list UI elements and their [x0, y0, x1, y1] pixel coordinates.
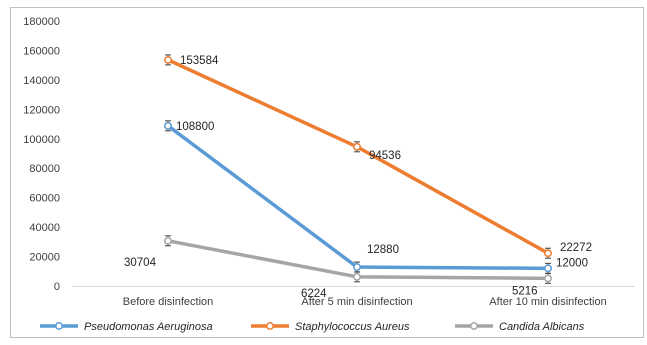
- data-label: 6224: [301, 288, 327, 300]
- chart-border: [10, 7, 644, 338]
- series-lines: [164, 54, 552, 284]
- data-point: [544, 264, 552, 273]
- series-2: [164, 235, 552, 284]
- data-label: 5216: [512, 285, 538, 297]
- y-tick-label: 80000: [29, 163, 60, 175]
- y-tick-label: 120000: [23, 104, 60, 116]
- data-point: [544, 274, 552, 283]
- x-tick-label: After 5 min disinfection: [301, 296, 412, 308]
- legend-marker: [55, 322, 63, 330]
- legend-label: Candida Albicans: [499, 321, 585, 333]
- y-tick-label: 160000: [23, 45, 60, 57]
- legend-marker: [470, 322, 478, 330]
- series-1: [164, 54, 552, 259]
- x-tick-label: After 10 min disinfection: [489, 296, 606, 308]
- data-label: 94536: [369, 150, 401, 162]
- data-point: [544, 249, 552, 258]
- data-point: [164, 121, 172, 130]
- x-axis-labels: Before disinfection After 5 min disinfect…: [123, 296, 607, 308]
- y-tick-label: 140000: [23, 75, 60, 87]
- data-label: 12880: [367, 244, 399, 256]
- data-point: [164, 236, 172, 245]
- data-labels: 108800 12880 12000 153584 94536 22272 30704 622…: [124, 55, 592, 300]
- legend-item: Staphylococcus Aureus: [251, 321, 410, 333]
- legend-label: Staphylococcus Aureus: [295, 321, 410, 333]
- data-label: 108800: [176, 121, 214, 133]
- y-tick-label: 180000: [23, 16, 60, 28]
- data-label: 30704: [124, 257, 157, 269]
- data-label: 22272: [560, 242, 592, 254]
- legend-item: Pseudomonas Aeruginosa: [40, 321, 213, 333]
- data-label: 12000: [556, 257, 588, 269]
- data-point: [164, 55, 172, 64]
- y-tick-label: 20000: [29, 252, 60, 264]
- y-tick-label: 100000: [23, 134, 60, 146]
- y-tick-label: 0: [54, 281, 60, 293]
- x-tick-label: Before disinfection: [123, 296, 214, 308]
- data-point: [353, 263, 361, 271]
- y-tick-label: 40000: [29, 222, 60, 234]
- series-0: [164, 120, 552, 274]
- data-label: 153584: [180, 55, 219, 67]
- data-point: [353, 142, 361, 151]
- legend-item: Candida Albicans: [455, 321, 585, 333]
- data-point: [353, 272, 361, 281]
- legend-label: Pseudomonas Aeruginosa: [84, 321, 213, 333]
- legend-marker: [266, 322, 274, 330]
- legend: Pseudomonas Aeruginosa Staphylococcus Aur…: [40, 321, 585, 333]
- y-tick-label: 60000: [29, 193, 60, 205]
- y-axis-labels: 0 20000 40000 60000 80000 100000 120000 140000 1…: [23, 16, 60, 293]
